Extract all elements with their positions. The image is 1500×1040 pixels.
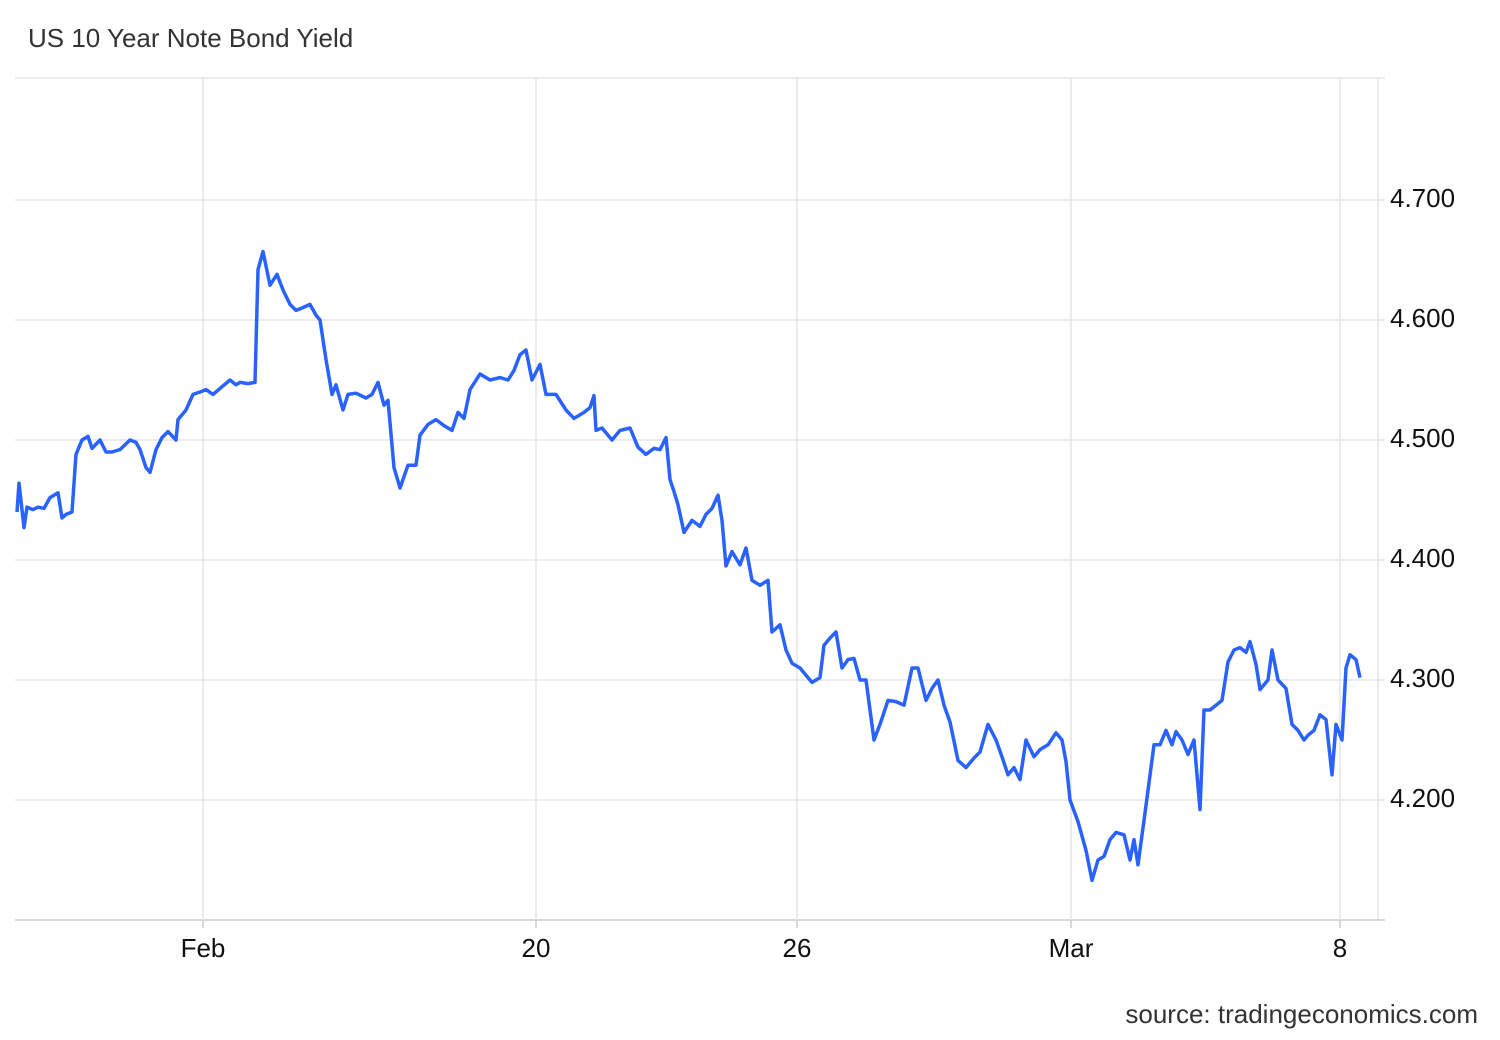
y-tick-label: 4.500 xyxy=(1390,423,1455,453)
y-tick-label: 4.300 xyxy=(1390,663,1455,693)
y-tick-label: 4.400 xyxy=(1390,543,1455,573)
x-tick-label: Feb xyxy=(181,933,226,963)
y-tick-label: 4.700 xyxy=(1390,183,1455,213)
source-note: source: tradingeconomics.com xyxy=(1125,999,1478,1029)
y-tick-label: 4.200 xyxy=(1390,783,1455,813)
chart-title: US 10 Year Note Bond Yield xyxy=(28,23,353,53)
x-tick-label: 8 xyxy=(1333,933,1347,963)
y-tick-label: 4.600 xyxy=(1390,303,1455,333)
x-tick-label: 26 xyxy=(783,933,812,963)
x-tick-label: 20 xyxy=(522,933,551,963)
x-tick-label: Mar xyxy=(1049,933,1094,963)
line-series xyxy=(15,249,1362,883)
